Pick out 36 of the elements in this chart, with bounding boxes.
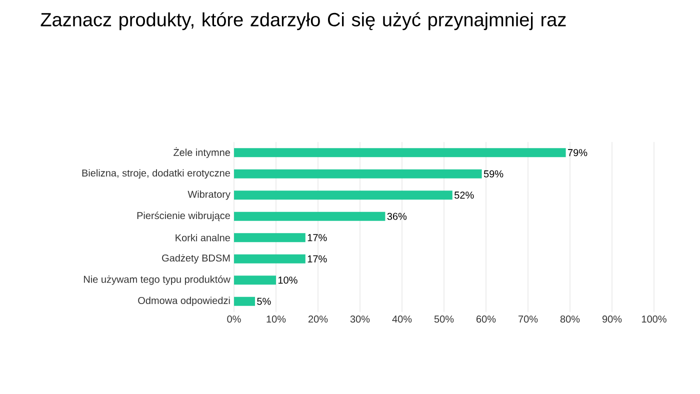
bar [234, 212, 386, 221]
y-tick-label: Żele intymne [174, 147, 230, 158]
bar [234, 296, 255, 306]
x-tick-label: 0% [227, 316, 241, 323]
data-label: 17% [308, 255, 327, 262]
data-label: 5% [257, 298, 271, 305]
x-tick-label: 80% [560, 316, 580, 323]
x-tick-label: 50% [434, 316, 454, 323]
x-tick-label: 60% [476, 316, 496, 323]
y-tick-label: Pierścienie wibrujące [137, 212, 230, 222]
x-tick-label: 40% [392, 316, 412, 323]
bar [234, 148, 566, 158]
bar [234, 254, 306, 264]
y-tick-label: Odmowa odpowiedzi [138, 296, 230, 306]
y-tick-label: Bielizna, stroje, dodatki erotyczne [82, 169, 230, 179]
y-tick-label: Gadżety BDSM [162, 254, 230, 264]
data-label: 10% [278, 276, 298, 284]
bar [234, 233, 306, 242]
x-tick-label: 20% [308, 316, 328, 323]
data-label: 52% [454, 192, 474, 199]
x-tick-label: 100% [642, 316, 666, 323]
x-tick-label: 90% [602, 316, 622, 323]
y-tick-label: Korki analne [176, 234, 230, 242]
data-label: 59% [484, 170, 504, 178]
x-tick-label: 30% [350, 316, 370, 323]
chart-title: Zaznacz produkty, które zdarzyło Ci się użyć przynajmniej raz [40, 12, 566, 30]
data-label: 36% [387, 212, 407, 220]
x-tick-label: 70% [518, 316, 538, 323]
bar [234, 190, 452, 200]
x-tick-label: 10% [266, 316, 286, 323]
y-tick-label: Nie używam tego typu produktów [84, 275, 230, 285]
bar [234, 169, 482, 178]
data-label: 79% [568, 149, 588, 156]
data-label: 17% [308, 234, 327, 242]
bar [234, 276, 276, 285]
y-tick-label: Wibratory [188, 190, 230, 200]
